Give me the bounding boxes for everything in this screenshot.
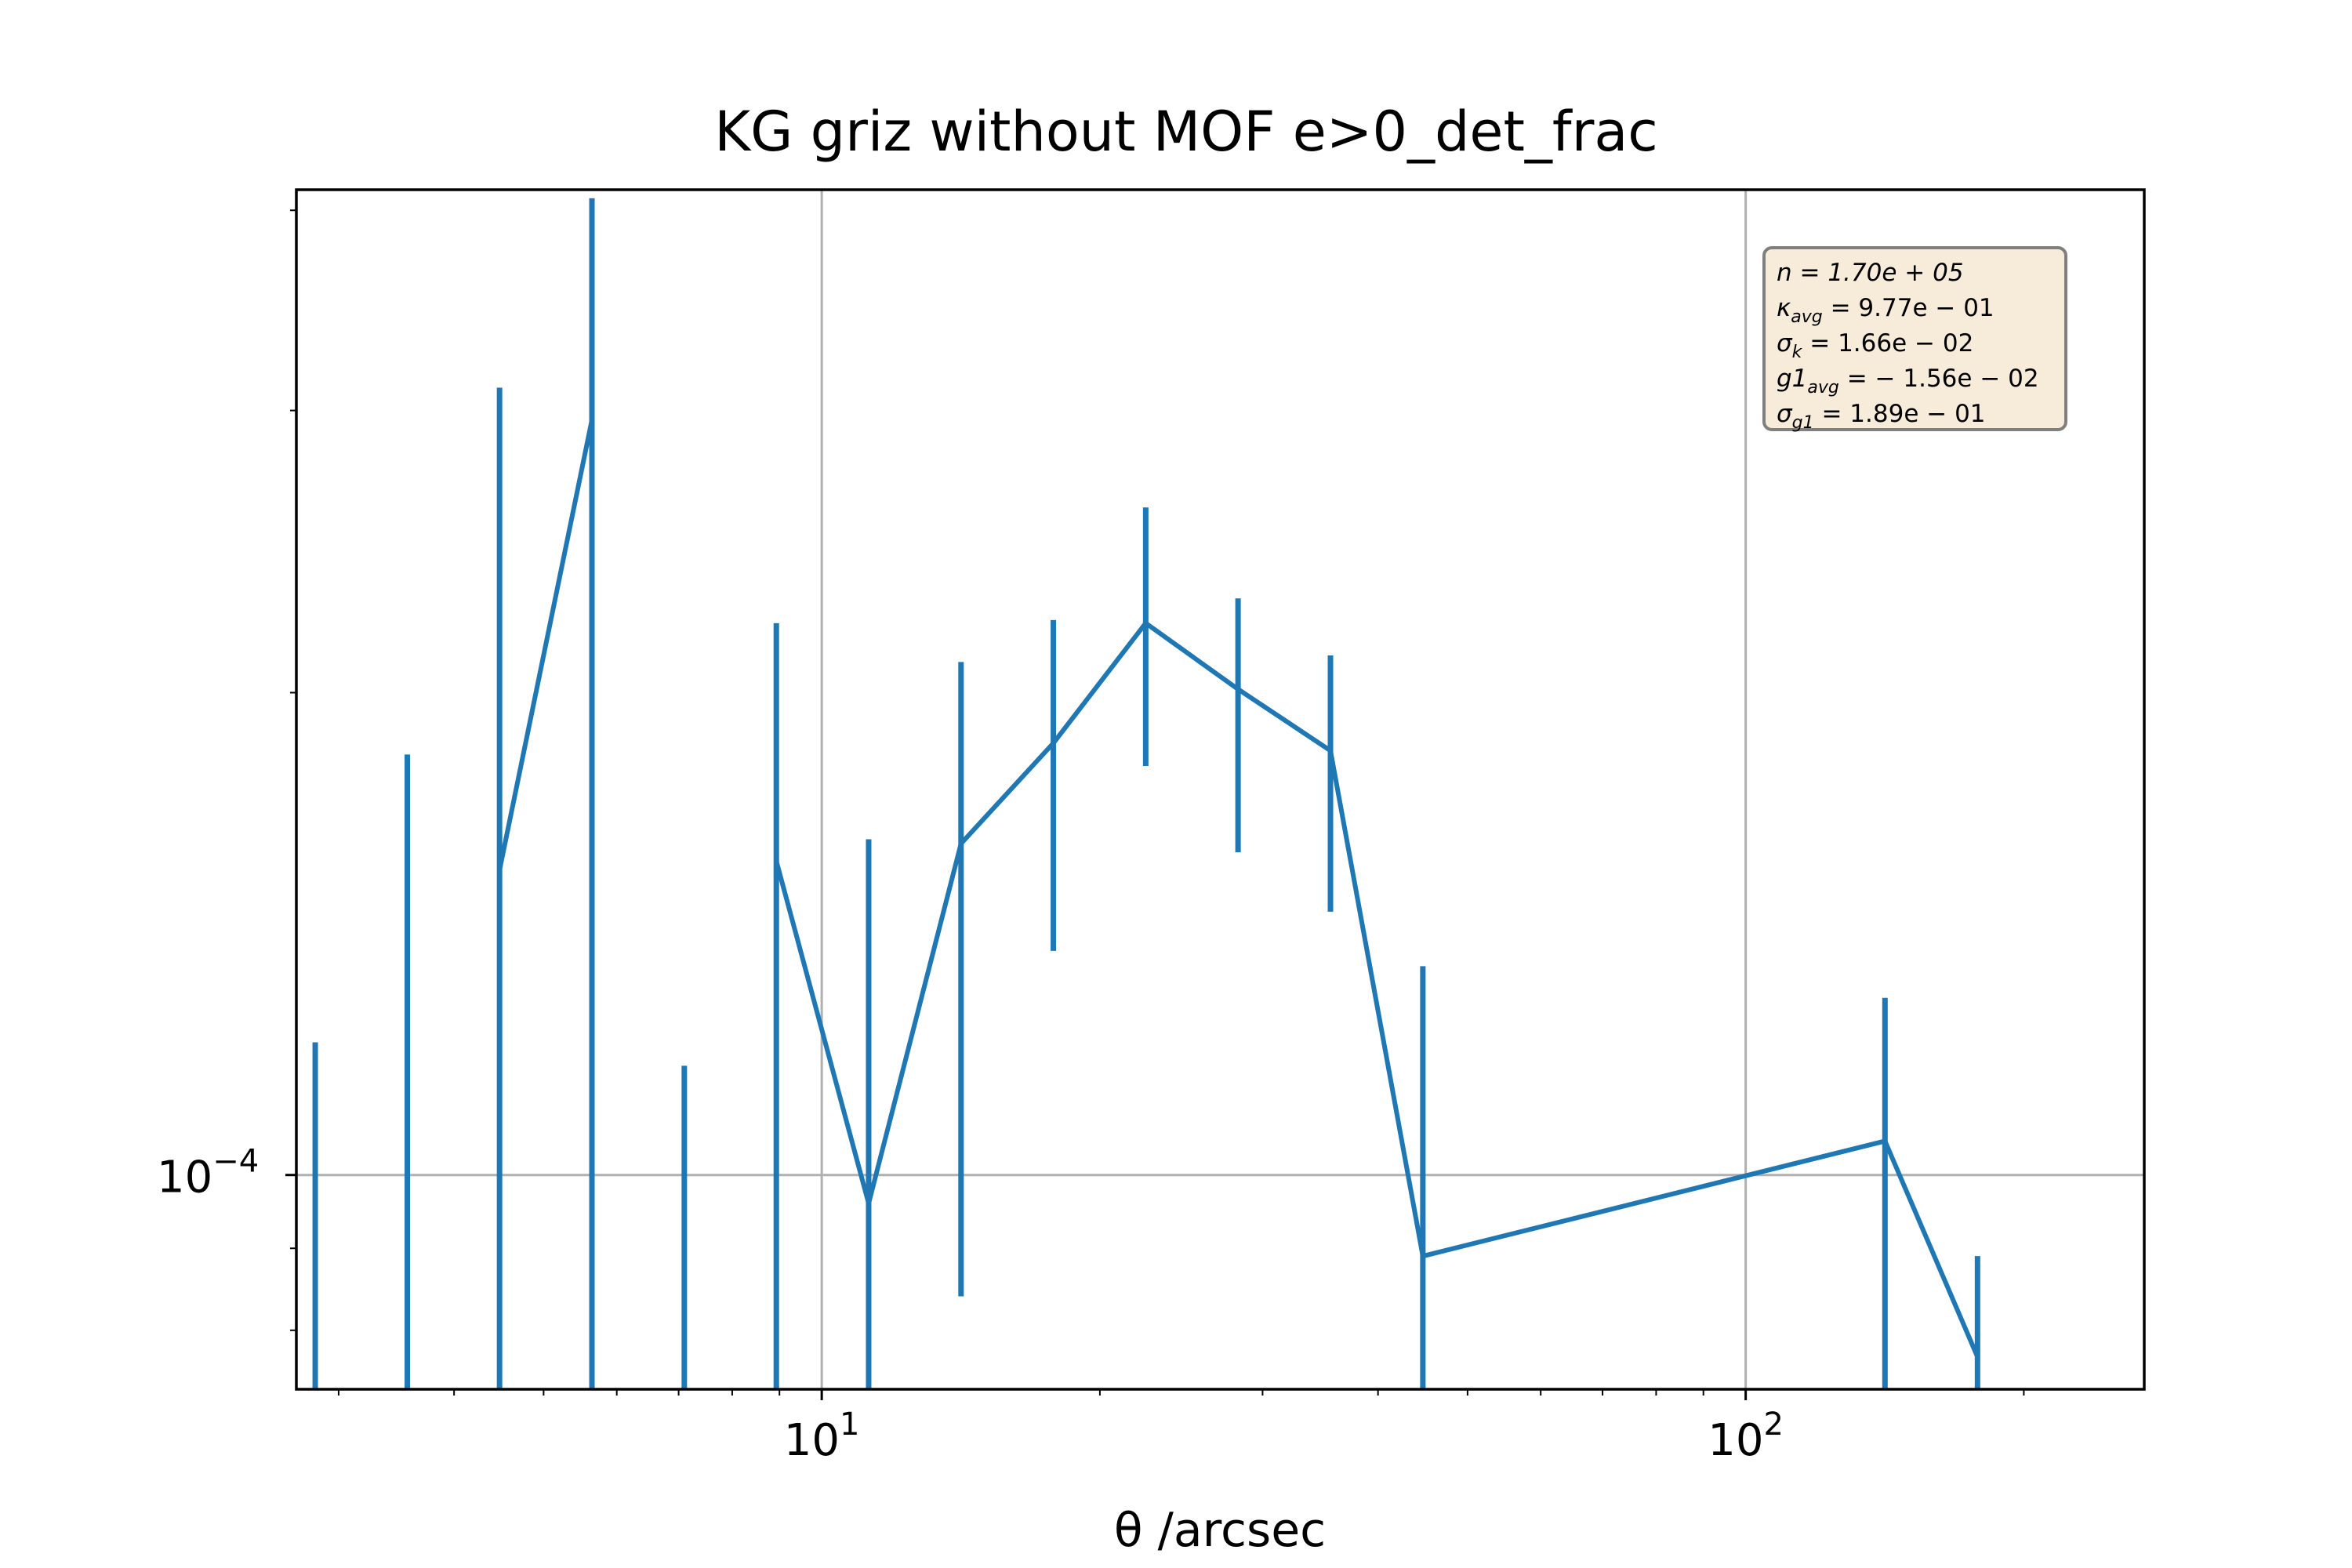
series-line-segment bbox=[497, 419, 594, 871]
y-tick-label: 10−4 bbox=[157, 1144, 259, 1203]
chart-title: KG griz without MOF e>0_det_frac bbox=[714, 100, 1657, 164]
series-line-segment bbox=[774, 620, 1980, 1358]
x-axis-label: θ /arcsec bbox=[1114, 1503, 1326, 1558]
grid bbox=[296, 190, 2144, 1389]
stats-line: σg1 = 1.89e − 01 bbox=[1777, 400, 1986, 433]
x-tick-label: 102 bbox=[1708, 1406, 1784, 1466]
stats-line: κavg = 9.77e − 01 bbox=[1777, 294, 1994, 327]
series-layer bbox=[312, 198, 1980, 1389]
stats-line: n = 1.70e + 05 bbox=[1777, 259, 1964, 287]
tick-labels: 101 102 10−4 bbox=[157, 1144, 1784, 1466]
stats-line: g1avg = − 1.56e − 02 bbox=[1777, 365, 2039, 397]
plot-frame bbox=[295, 188, 2146, 1391]
stats-line: σk = 1.66e − 02 bbox=[1777, 329, 1973, 362]
stats-box-frame bbox=[1762, 246, 2067, 431]
x-tick-label: 101 bbox=[784, 1406, 860, 1466]
